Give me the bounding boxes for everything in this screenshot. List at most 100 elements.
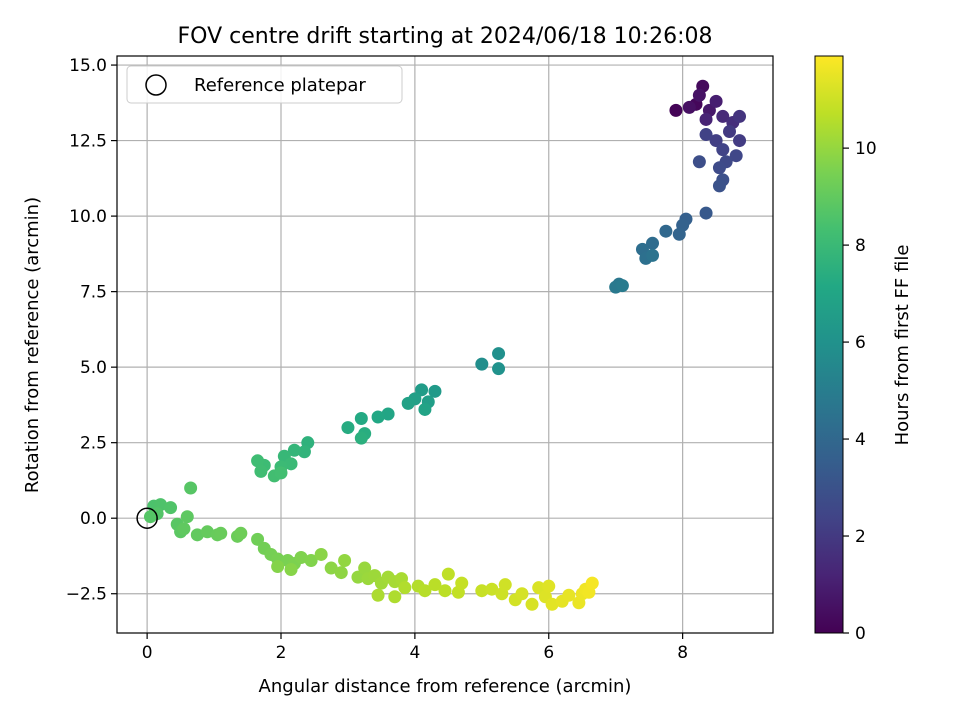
chart-title: FOV centre drift starting at 2024/06/18 … — [178, 24, 713, 49]
reference-platepar-marker — [136, 507, 158, 529]
data-point — [381, 407, 395, 421]
colorbar-tick-label: 8 — [855, 236, 866, 256]
data-point — [699, 128, 713, 142]
data-points — [143, 79, 747, 611]
data-point — [669, 103, 683, 117]
data-point — [284, 457, 298, 471]
data-point — [297, 445, 311, 459]
data-point — [585, 576, 599, 590]
data-point — [545, 597, 559, 611]
data-point — [716, 109, 730, 123]
data-point — [712, 161, 726, 175]
data-point — [428, 578, 442, 592]
data-point — [284, 563, 298, 577]
legend-marker-icon — [145, 74, 167, 96]
data-point — [733, 134, 747, 148]
legend: Reference platepar — [126, 65, 403, 104]
data-point — [615, 279, 629, 293]
y-tick-label: 7.5 — [80, 283, 107, 303]
data-point — [492, 347, 506, 361]
data-point — [354, 431, 368, 445]
data-point — [371, 410, 385, 424]
data-point — [418, 584, 432, 598]
data-point — [200, 525, 214, 539]
data-point — [418, 402, 432, 416]
data-point — [287, 443, 301, 457]
data-point — [164, 501, 178, 515]
data-point — [525, 597, 539, 611]
data-point — [646, 248, 660, 262]
colorbar-ticks: 0 2 4 6 8 10 — [843, 139, 877, 644]
data-point — [692, 155, 706, 169]
data-point — [143, 510, 157, 524]
colorbar-tick-label: 4 — [855, 430, 866, 450]
data-point — [733, 109, 747, 123]
y-tick-label: 12.5 — [69, 132, 107, 152]
colorbar: 0 2 4 6 8 10 Hours from first FF file — [814, 55, 913, 644]
data-point — [334, 566, 348, 580]
data-point — [388, 590, 402, 604]
y-axis-label: Rotation from reference (arcmin) — [22, 197, 43, 493]
data-point — [415, 383, 429, 397]
colorbar-gradient — [814, 55, 844, 634]
data-point — [271, 560, 285, 574]
data-point — [475, 584, 489, 598]
data-point — [475, 357, 489, 371]
data-point — [351, 570, 365, 584]
x-axis-ticks: 0 2 4 6 8 — [142, 633, 688, 663]
data-point — [190, 528, 204, 542]
data-point — [341, 421, 355, 435]
data-point — [314, 547, 328, 561]
data-point — [358, 561, 372, 575]
data-point — [214, 526, 228, 540]
data-point — [532, 581, 546, 595]
reference-layer — [136, 507, 158, 529]
data-point — [515, 587, 529, 601]
plot-frame — [116, 55, 774, 634]
data-point — [428, 384, 442, 398]
y-tick-label: 10.0 — [69, 207, 107, 227]
grid — [117, 56, 773, 633]
legend-box — [126, 65, 403, 104]
colorbar-label: Hours from first FF file — [892, 245, 913, 446]
data-point — [562, 588, 576, 602]
data-point — [274, 466, 288, 480]
data-point — [659, 224, 673, 238]
data-point — [438, 584, 452, 598]
data-point — [722, 125, 736, 139]
data-point — [338, 553, 352, 567]
data-point — [492, 362, 506, 376]
x-tick-label: 2 — [276, 643, 287, 663]
data-point — [709, 94, 723, 108]
data-point — [682, 100, 696, 114]
data-point — [441, 567, 455, 581]
data-point — [699, 112, 713, 126]
data-point — [177, 522, 191, 536]
data-point — [304, 553, 318, 567]
data-point — [729, 149, 743, 163]
data-point — [712, 179, 726, 193]
data-point — [324, 561, 338, 575]
data-point — [234, 526, 248, 540]
data-point — [672, 227, 686, 241]
data-point — [398, 581, 412, 595]
x-tick-label: 8 — [677, 643, 688, 663]
data-point — [254, 464, 268, 478]
data-point — [251, 454, 265, 468]
colorbar-tick-label: 0 — [855, 624, 866, 644]
data-point — [699, 206, 713, 220]
legend-entry: Reference platepar — [194, 75, 366, 96]
colorbar-tick-label: 10 — [855, 139, 877, 159]
data-point — [251, 532, 265, 546]
y-tick-label: 0.0 — [80, 509, 107, 529]
data-point — [485, 582, 499, 596]
colorbar-tick-label: 2 — [855, 527, 866, 547]
x-tick-label: 6 — [543, 643, 554, 663]
data-point — [646, 236, 660, 250]
x-tick-label: 0 — [142, 643, 153, 663]
data-point — [371, 588, 385, 602]
x-tick-label: 4 — [409, 643, 420, 663]
data-point — [455, 576, 469, 590]
